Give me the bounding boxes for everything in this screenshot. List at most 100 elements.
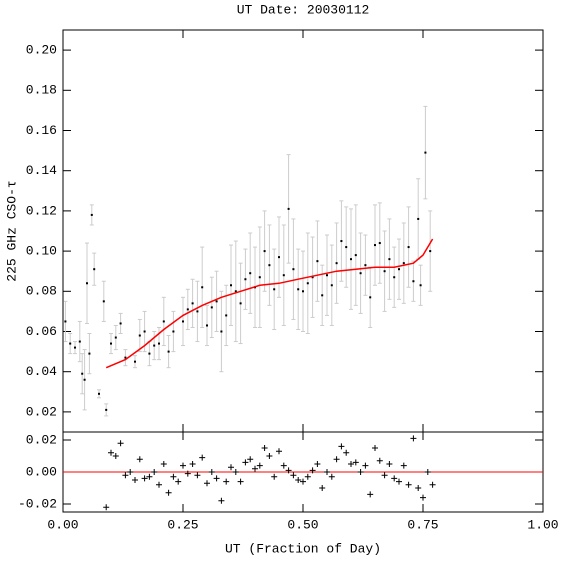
residual-marker	[424, 469, 431, 475]
data-point	[114, 336, 117, 339]
data-point	[201, 286, 204, 289]
data-point	[316, 260, 319, 263]
x-tick-label: 1.00	[527, 517, 558, 532]
residual-marker	[381, 472, 388, 479]
data-point	[378, 242, 381, 245]
data-point	[196, 310, 199, 313]
data-point	[278, 256, 280, 259]
residual-marker	[391, 475, 398, 482]
data-point	[98, 392, 100, 395]
residual-marker	[285, 467, 292, 474]
data-point	[191, 302, 194, 305]
data-point	[78, 340, 81, 343]
data-point	[302, 290, 304, 293]
data-point	[398, 268, 400, 271]
data-point	[143, 330, 146, 333]
residual-marker	[429, 481, 436, 488]
data-point	[321, 294, 324, 297]
residual-marker	[117, 440, 124, 447]
data-point	[105, 408, 108, 411]
x-axis-label: UT (Fraction of Day)	[225, 541, 381, 556]
residual-marker	[405, 481, 412, 488]
residual-marker	[261, 445, 268, 451]
residual-marker	[232, 469, 239, 475]
x-tick-label: 0.50	[287, 517, 318, 532]
residual-marker	[415, 485, 422, 491]
data-point	[119, 322, 122, 325]
data-point	[419, 284, 422, 287]
data-point	[134, 360, 136, 363]
residual-marker	[271, 473, 278, 480]
residual-marker	[228, 464, 234, 471]
y-tick-label: -0.02	[18, 496, 57, 511]
residual-marker	[372, 445, 378, 451]
y-tick-label: 0.16	[26, 123, 57, 138]
data-point	[282, 274, 285, 277]
residual-marker	[204, 480, 210, 487]
data-point	[88, 352, 91, 355]
residual-marker	[252, 465, 258, 472]
data-point	[110, 342, 112, 345]
data-point	[330, 284, 333, 287]
residual-marker	[309, 467, 316, 474]
residual-marker	[348, 461, 354, 467]
data-point	[64, 320, 67, 323]
data-point	[239, 302, 242, 305]
data-point	[364, 264, 367, 267]
data-point	[268, 264, 271, 267]
residual-marker	[175, 478, 182, 485]
data-point	[388, 258, 391, 261]
data-point	[162, 320, 165, 323]
data-point	[354, 254, 357, 257]
residual-marker	[410, 435, 417, 442]
data-point	[90, 213, 93, 216]
residual-marker	[223, 478, 230, 485]
data-point	[83, 378, 86, 381]
data-point	[182, 320, 184, 323]
y-tick-label: 0.00	[26, 464, 57, 479]
residual-marker	[112, 453, 119, 459]
data-point	[326, 274, 328, 277]
top-frame	[62, 29, 544, 433]
residual-marker	[314, 461, 321, 467]
data-point	[407, 246, 410, 249]
residual-marker	[376, 457, 383, 464]
data-point	[263, 250, 266, 253]
data-point	[340, 240, 343, 243]
data-point	[234, 290, 237, 293]
data-point	[273, 288, 276, 291]
residual-marker	[396, 478, 402, 485]
residual-marker	[333, 456, 340, 463]
x-tick-label: 0.00	[47, 517, 78, 532]
residual-marker	[352, 459, 359, 466]
data-point	[258, 276, 261, 279]
data-point	[138, 334, 141, 337]
data-point	[167, 350, 170, 353]
data-point	[74, 346, 76, 349]
residual-marker	[343, 449, 350, 456]
data-point	[424, 151, 427, 154]
data-point	[393, 276, 396, 279]
residual-marker	[165, 489, 172, 496]
data-point	[311, 276, 314, 279]
residual-marker	[218, 497, 225, 504]
fit-curve	[105, 238, 434, 369]
data-point	[359, 272, 362, 275]
residual-marker	[108, 449, 114, 456]
data-point	[429, 250, 432, 253]
data-point	[402, 262, 405, 265]
residual-marker	[170, 473, 177, 480]
data-point	[158, 342, 160, 345]
data-point	[417, 217, 420, 220]
residual-marker	[420, 494, 426, 501]
y-tick-label: 0.10	[26, 244, 57, 259]
y-axis-label: 225 GHz CSO-τ	[4, 180, 19, 281]
data-point	[287, 207, 290, 210]
data-point	[292, 268, 295, 271]
residual-marker	[319, 485, 326, 491]
residual-marker	[180, 462, 186, 469]
y-tick-label: 0.02	[26, 432, 57, 447]
data-point	[215, 300, 218, 303]
residual-marker	[242, 459, 249, 466]
residual-marker	[122, 472, 129, 479]
